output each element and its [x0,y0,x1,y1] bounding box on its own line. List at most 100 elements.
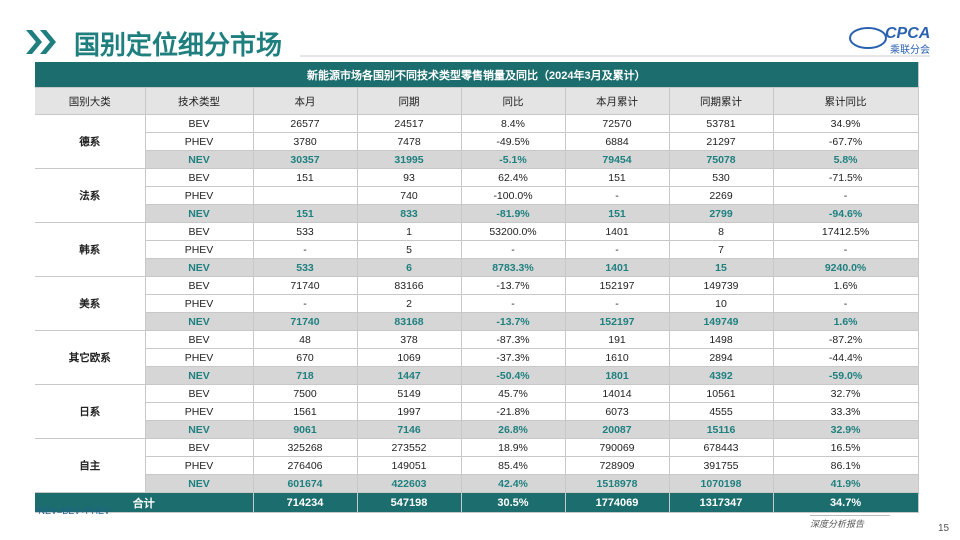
cell: 8 [669,222,774,241]
cell: 1801 [565,366,670,385]
cell: 85.4% [461,456,566,475]
cell: 2799 [669,204,774,223]
cell: 31995 [357,150,462,169]
cell: 151 [253,168,358,187]
cell: 1498 [669,330,774,349]
cell: -44.4% [773,348,919,367]
cell: 48 [253,330,358,349]
cell: 601674 [253,474,358,493]
cell: 42.4% [461,474,566,493]
cell: 8783.3% [461,258,566,277]
column-header: 同比 [461,87,566,115]
column-header: 国别大类 [35,87,146,115]
cell: 151 [565,168,670,187]
cell: 276406 [253,456,358,475]
cell: 17412.5% [773,222,919,241]
cell: 32.9% [773,420,919,439]
cell: BEV [145,330,254,349]
cell: 422603 [357,474,462,493]
cell: 1.6% [773,276,919,295]
cell: 18.9% [461,438,566,457]
logo-subtext: 乘联分会 [890,43,930,56]
cell: 14014 [565,384,670,403]
table-row: 合计 714234 547198 30.5% 1774069 1317347 34.7% [35,492,919,513]
cell: 10561 [669,384,774,403]
sales-table: 新能源市场各国别不同技术类型零售销量及同比（2024年3月及累计） 国别大类 技术类… [35,62,919,513]
cell: PHEV [145,294,254,313]
cell: -21.8% [461,402,566,421]
cell: 530 [669,168,774,187]
cell: - [565,186,670,205]
cell: 2894 [669,348,774,367]
cell: 41.9% [773,474,919,493]
cell: 152197 [565,312,670,331]
cell: 75078 [669,150,774,169]
cell: -13.7% [461,276,566,295]
table-row: PHEV 670 1069 -37.3% 1610 2894 -44.4% [35,348,919,367]
cell: 533 [253,222,358,241]
cell: NEV [145,474,254,493]
cell: 670 [253,348,358,367]
table-row: 美系 BEV 71740 83166 -13.7% 152197 149739 1.6% [35,276,919,331]
group-label: 法系 [35,168,146,223]
total-cell: 合计 [35,492,254,513]
cell: 533 [253,258,358,277]
chevron [26,30,42,54]
cell: 1.6% [773,312,919,331]
cell: 149051 [357,456,462,475]
cell: 1070198 [669,474,774,493]
table-title: 新能源市场各国别不同技术类型零售销量及同比（2024年3月及累计） [35,62,919,88]
group-label: 韩系 [35,222,146,277]
cell: -50.4% [461,366,566,385]
cell: 72570 [565,114,670,133]
cell: 53781 [669,114,774,133]
cell: -67.7% [773,132,919,151]
table-row: 国别大类 技术类型 本月 同期 同比 本月累计 同期累计 累计同比 [35,87,919,115]
table-row: NEV 71740 83168 -13.7% 152197 149749 1.6% [35,312,919,331]
cell: 10 [669,294,774,313]
cell: - [773,240,919,259]
cell: 30357 [253,150,358,169]
cell: -59.0% [773,366,919,385]
cell: 1561 [253,402,358,421]
table-row: 自主 BEV 325268 273552 18.9% 790069 678443 16.5% [35,438,919,493]
cell: 1401 [565,258,670,277]
cell: NEV [145,420,254,439]
cell: 53200.0% [461,222,566,241]
column-header: 技术类型 [145,87,254,115]
footer-report: 深度分析报告 [810,519,865,529]
cell: 83166 [357,276,462,295]
group-label: 德系 [35,114,146,169]
cell: 6073 [565,402,670,421]
total-cell: 1317347 [669,492,774,513]
cell: 62.4% [461,168,566,187]
table-row: 德系 BEV 26577 24517 8.4% 72570 53781 34.9% [35,114,919,169]
cell: 4392 [669,366,774,385]
cell: 7146 [357,420,462,439]
total-cell: 34.7% [773,492,919,513]
cell: NEV [145,204,254,223]
cell: 5149 [357,384,462,403]
cell: PHEV [145,132,254,151]
logo-text: CPCA [885,25,930,42]
cell: NEV [145,366,254,385]
cell: 83168 [357,312,462,331]
cell: 15 [669,258,774,277]
cell: 3780 [253,132,358,151]
cell: 149749 [669,312,774,331]
column-header: 本月 [253,87,358,115]
cell: 8.4% [461,114,566,133]
cell: 20087 [565,420,670,439]
cell: 26577 [253,114,358,133]
cell: -13.7% [461,312,566,331]
total-cell: 547198 [357,492,462,513]
cell: 2 [357,294,462,313]
logo-mark [849,27,887,49]
table-row: 新能源市场各国别不同技术类型零售销量及同比（2024年3月及累计） [35,62,919,88]
cell: 718 [253,366,358,385]
cell: NEV [145,312,254,331]
total-cell: 714234 [253,492,358,513]
cell: 728909 [565,456,670,475]
cell: 151 [253,204,358,223]
table-row: 其它欧系 BEV 48 378 -87.3% 191 1498 -87.2% [35,330,919,385]
